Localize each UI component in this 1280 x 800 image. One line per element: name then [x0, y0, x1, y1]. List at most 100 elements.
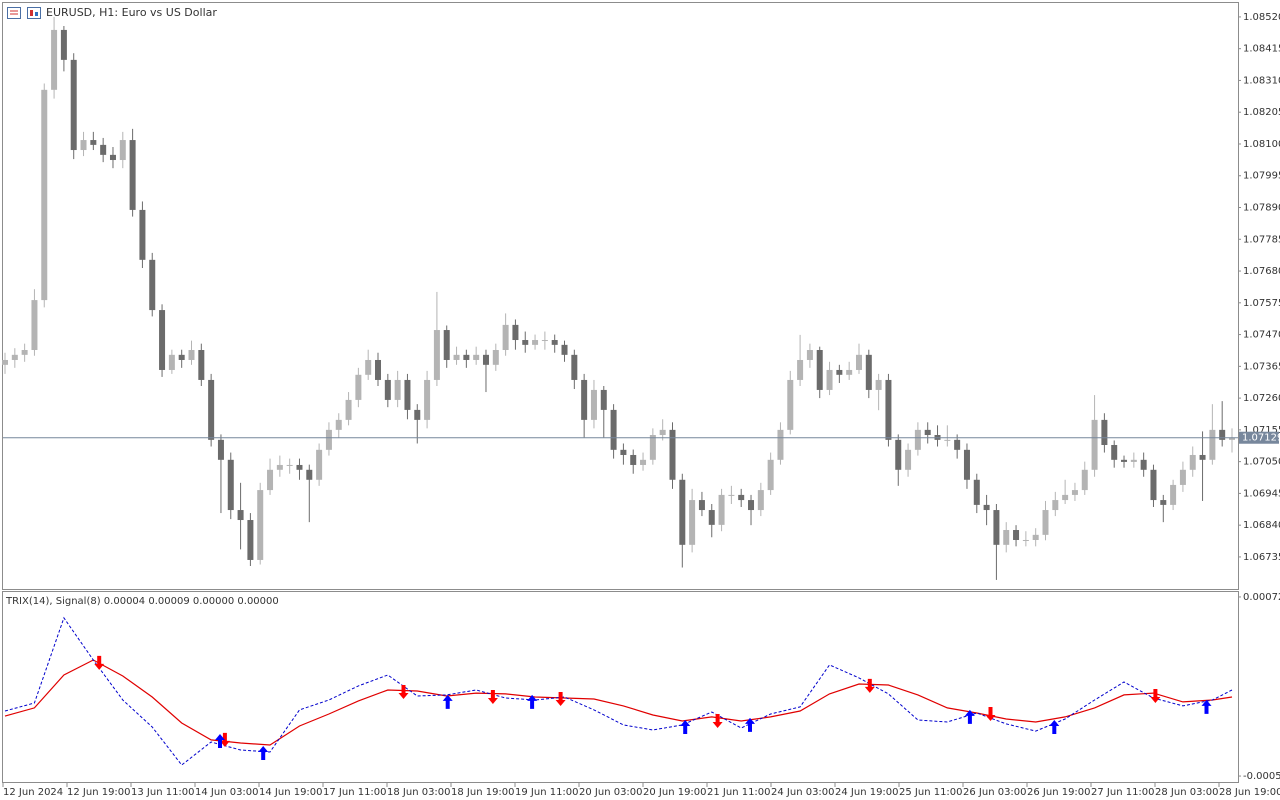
candle-body — [993, 510, 1000, 545]
candle-body — [316, 449, 323, 480]
symbol-icons — [7, 7, 41, 19]
candle-body — [973, 479, 980, 505]
candle-body — [836, 369, 843, 375]
x-tick-label: 24 Jun 19:00 — [835, 787, 899, 798]
y-tick-label: 1.07995 — [1243, 171, 1280, 182]
x-tick-label: 14 Jun 19:00 — [259, 787, 323, 798]
candle-body — [954, 439, 961, 450]
candle-body — [198, 350, 205, 380]
icon[interactable] — [7, 7, 21, 19]
y-tick-label: 1.07050 — [1243, 457, 1280, 468]
arrow-up — [215, 734, 225, 748]
arrow-down — [712, 714, 723, 728]
arrow-up — [258, 746, 269, 760]
candle-body — [797, 359, 804, 380]
candle-body — [31, 300, 38, 351]
candle-body — [1179, 469, 1186, 485]
x-tick-label: 12 Jun 19:00 — [67, 787, 131, 798]
candle-body — [404, 379, 411, 410]
candle-body — [875, 379, 882, 390]
candle-body — [424, 379, 431, 420]
candle-body — [698, 500, 705, 511]
arrow-up — [964, 709, 975, 724]
arrow-up — [527, 694, 538, 709]
arrow-down — [555, 692, 566, 706]
candle-body — [640, 459, 647, 465]
candle-body — [679, 479, 686, 545]
indicator-title: TRIX(14), Signal(8) 0.00004 0.00009 0.00… — [5, 596, 279, 607]
y-tick-label: 1.06945 — [1243, 488, 1280, 499]
candle-body — [41, 89, 48, 301]
x-tick-label: 19 Jun 11:00 — [515, 787, 579, 798]
candle-body — [610, 409, 617, 450]
candle-body — [1062, 494, 1069, 501]
candle-body — [1091, 419, 1098, 470]
candle-body — [669, 429, 676, 480]
candle-body — [109, 154, 116, 161]
candle-body — [1229, 437, 1235, 440]
candle-body — [375, 359, 382, 380]
icon[interactable] — [27, 7, 41, 19]
y-tick-label: 1.08310 — [1243, 75, 1280, 86]
candle-body — [689, 500, 696, 545]
y-tick-label: 1.07680 — [1243, 266, 1280, 277]
candle-body — [80, 140, 87, 151]
candle-body — [2, 359, 8, 365]
arrow-up — [1201, 699, 1212, 714]
price-label: 1.07129 — [1242, 433, 1280, 444]
candle-body — [90, 140, 97, 145]
chart-title: EURUSD, H1: Euro vs US Dollar — [46, 6, 217, 19]
x-tick-label: 24 Jun 03:00 — [771, 787, 835, 798]
candle-body — [335, 419, 342, 430]
candle-body — [983, 504, 990, 511]
candle-body — [149, 259, 156, 311]
candle-body — [1013, 530, 1020, 540]
candle-body — [1209, 429, 1216, 460]
y-tick-label: 1.08100 — [1243, 139, 1280, 150]
candle-body — [296, 464, 303, 470]
candle-body — [865, 354, 872, 390]
candle-body — [846, 369, 853, 375]
price-panel — [2, 2, 1239, 590]
candle-body — [394, 379, 401, 400]
candle-body — [1042, 510, 1049, 535]
arrow-down — [487, 690, 498, 704]
candle-body — [728, 494, 735, 496]
candle-body — [502, 324, 509, 351]
candle-body — [748, 500, 755, 511]
candle-body — [453, 354, 460, 360]
candle-body — [905, 449, 912, 470]
x-tick-label: 20 Jun 03:00 — [579, 787, 643, 798]
x-tick-label: 27 Jun 11:00 — [1091, 787, 1155, 798]
candle-body — [473, 354, 480, 360]
y-tick-label: 1.07575 — [1243, 298, 1280, 309]
candle-body — [561, 344, 568, 355]
candle-body — [963, 449, 970, 480]
candle-body — [1150, 469, 1157, 501]
x-tick-label: 13 Jun 11:00 — [131, 787, 195, 798]
candle-body — [1121, 459, 1128, 462]
candle-body — [208, 379, 215, 440]
candle-body — [139, 209, 146, 260]
arrow-down — [398, 685, 409, 699]
y-tick-label: 1.06735 — [1243, 552, 1280, 563]
x-tick-label: 14 Jun 03:00 — [195, 787, 259, 798]
candle-body — [1032, 534, 1039, 540]
y-tick-label: 1.07365 — [1243, 361, 1280, 372]
x-tick-label: 26 Jun 19:00 — [1027, 787, 1091, 798]
y-tick-label: 1.06840 — [1243, 520, 1280, 531]
candle-body — [1140, 459, 1147, 470]
y-tick-label: 1.07470 — [1243, 330, 1280, 341]
x-tick-label: 28 Jun 19:00 — [1219, 787, 1280, 798]
y-tick-label: 0.00072 — [1243, 592, 1280, 603]
candle-body — [188, 350, 195, 360]
candle-body — [816, 350, 823, 390]
candle-body — [708, 510, 715, 525]
arrow-up — [1049, 720, 1060, 734]
candle-body — [777, 429, 784, 460]
candle-body — [1111, 444, 1118, 460]
candle-body — [551, 340, 558, 345]
